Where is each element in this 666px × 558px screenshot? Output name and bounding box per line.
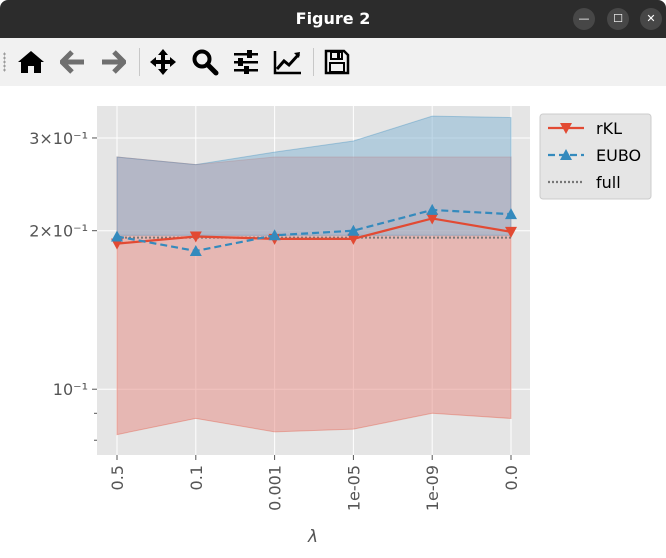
window-titlebar: Figure 2 — ☐ ✕	[0, 0, 666, 38]
legend[interactable]: rKL EUBO full	[539, 113, 652, 200]
point-rkl	[189, 231, 202, 243]
legend-marker-eubo	[560, 149, 572, 160]
y-tick-label: 3×10⁻¹	[29, 129, 88, 148]
x-tick-label: 1e-05	[344, 465, 363, 511]
legend-marker-rkl	[560, 123, 572, 134]
series-line-rkl	[116, 217, 512, 245]
confidence-bands	[116, 115, 512, 436]
toolbar-separator	[313, 48, 314, 76]
point-eubo	[111, 230, 123, 242]
toolbar-grip[interactable]	[3, 52, 6, 72]
maximize-button[interactable]: ☐	[607, 8, 629, 30]
y-tick-label: 2×10⁻¹	[29, 222, 88, 241]
x-axis: 0.5 0.1 0.001 1e-05 1e-09 0.0	[108, 455, 521, 511]
point-eubo	[347, 224, 360, 236]
series-lines	[111, 203, 517, 257]
navigation-toolbar	[0, 38, 666, 87]
arrow-left-icon	[60, 50, 84, 74]
edit-axis-button[interactable]	[272, 46, 304, 78]
series-line-eubo	[116, 208, 512, 253]
sliders-icon	[234, 50, 258, 74]
x-tick-label: 0.001	[266, 465, 285, 511]
y-tick-label: 10⁻¹	[53, 380, 88, 399]
legend-label-full: full	[596, 173, 621, 192]
point-eubo	[505, 208, 517, 220]
point-rkl	[426, 213, 439, 225]
minimize-button[interactable]: —	[573, 8, 595, 30]
x-tick-label: 0.5	[108, 465, 127, 490]
zoom-button[interactable]	[189, 46, 221, 78]
subplots-button[interactable]	[230, 46, 262, 78]
forward-button[interactable]	[97, 46, 129, 78]
home-button[interactable]	[15, 46, 47, 78]
home-icon	[18, 51, 44, 73]
arrow-right-icon	[102, 50, 126, 74]
point-rkl	[347, 233, 360, 245]
point-eubo	[268, 229, 281, 241]
floppy-disk-icon	[324, 49, 350, 75]
x-tick-label: 0.0	[502, 465, 521, 490]
y-axis: 10⁻¹ 2×10⁻¹ 3×10⁻¹	[29, 129, 97, 441]
back-button[interactable]	[57, 46, 89, 78]
toolbar-separator	[139, 48, 140, 76]
legend-label-rkl: rKL	[596, 119, 622, 138]
figure-canvas[interactable]: 10⁻¹2×10⁻¹3×10⁻¹ 0.5 0.1 0.001 1e-05 1e-09 0.…	[0, 86, 666, 558]
x-axis-label: λ	[307, 527, 318, 547]
line-chart-icon	[273, 51, 301, 75]
x-tick-label: 1e-09	[423, 465, 442, 511]
move-icon	[150, 49, 176, 75]
legend-label-eubo: EUBO	[596, 146, 641, 165]
window-title: Figure 2	[295, 9, 371, 28]
point-eubo	[189, 245, 202, 257]
save-button[interactable]	[321, 46, 353, 78]
magnifier-icon	[192, 49, 219, 76]
x-tick-label: 0.1	[187, 465, 206, 490]
point-rkl	[505, 226, 517, 238]
pan-button[interactable]	[147, 46, 179, 78]
close-button[interactable]: ✕	[640, 8, 662, 30]
point-eubo	[426, 203, 439, 215]
legend-frame	[539, 113, 652, 200]
